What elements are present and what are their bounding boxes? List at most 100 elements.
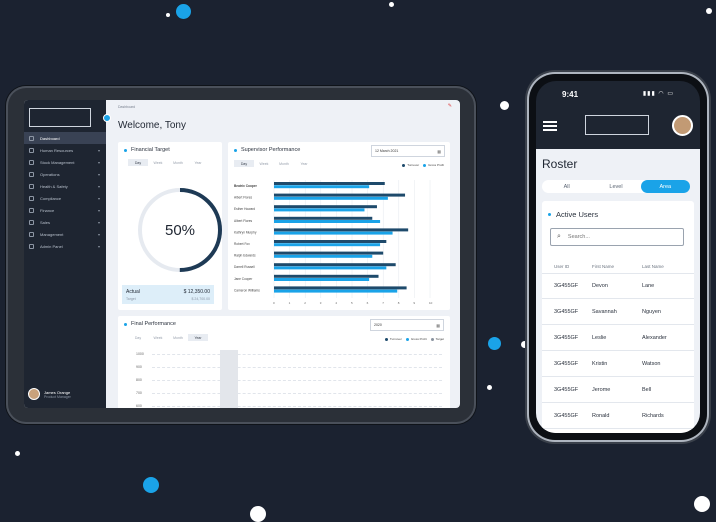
sidebar-item[interactable]: Stock Management ▾ xyxy=(24,156,106,168)
category-label: Esther Howard xyxy=(234,207,255,211)
x-tick-label: 7 xyxy=(382,301,384,305)
bar-turnover[interactable] xyxy=(274,205,377,209)
sidebar-item-label: Dashboard xyxy=(40,135,60,141)
grid-line xyxy=(152,406,442,407)
roster-tab[interactable]: Level xyxy=(609,183,623,190)
roster-tab[interactable]: Area xyxy=(640,180,690,193)
table-row[interactable]: 3G455GF Jerome Bell xyxy=(542,377,694,403)
x-tick-label: 1 xyxy=(289,301,291,305)
sidebar-toggle-handle[interactable] xyxy=(103,114,111,122)
column-header[interactable]: First Name xyxy=(592,263,615,269)
table-row[interactable]: 3G455GF Kristin Watson xyxy=(542,351,694,377)
bar-turnover[interactable] xyxy=(274,228,409,232)
period-tab[interactable]: Day xyxy=(128,159,148,166)
bar-gross-profit[interactable] xyxy=(274,254,373,258)
sidebar-item[interactable]: Sales ▾ xyxy=(24,216,106,228)
sidebar: Dashboard Human Resources ▾ Stock Managemen… xyxy=(24,100,106,408)
tag-icon xyxy=(29,219,34,225)
y-tick-label: 700 xyxy=(136,391,142,395)
bar-turnover[interactable] xyxy=(274,251,384,255)
signal-wifi-battery-icon: ▮▮▮ ◠ ▭ xyxy=(642,91,674,97)
bar-gross-profit[interactable] xyxy=(274,289,398,293)
x-tick-label: 6 xyxy=(367,301,369,305)
table-cell: Bell xyxy=(642,386,652,393)
bar-turnover[interactable] xyxy=(274,193,406,197)
pin-icon[interactable]: ✎ xyxy=(447,103,452,109)
column-header[interactable]: Last Name xyxy=(642,263,664,269)
period-tab[interactable]: Year xyxy=(194,160,202,165)
sidebar-item[interactable]: Admin Panel ▾ xyxy=(24,240,106,252)
sidebar-item[interactable]: Operations ▾ xyxy=(24,168,106,180)
grid-line xyxy=(152,380,442,381)
card-title: Active Users xyxy=(548,210,598,219)
bar-gross-profit[interactable] xyxy=(274,243,381,247)
sidebar-item[interactable]: Finance ▾ xyxy=(24,204,106,216)
category-label: Albert Flores xyxy=(234,219,252,223)
period-tab[interactable]: Month xyxy=(173,160,183,165)
period-tab[interactable]: Year xyxy=(300,161,308,166)
x-tick-label: 8 xyxy=(398,301,400,305)
sidebar-item-label: Human Resources xyxy=(40,147,74,153)
chevron-down-icon: ▾ xyxy=(97,183,100,189)
bar-turnover[interactable] xyxy=(274,286,407,290)
bar-gross-profit[interactable] xyxy=(274,208,365,212)
bar-turnover[interactable] xyxy=(274,182,385,185)
bar-turnover[interactable] xyxy=(274,240,387,243)
donut-svg xyxy=(138,188,222,272)
user-role: Product Manager xyxy=(44,394,71,399)
period-tab[interactable]: Week xyxy=(259,161,269,166)
period-tab[interactable]: Day xyxy=(134,335,142,340)
period-tab[interactable]: Month xyxy=(279,161,289,166)
period-tab[interactable]: Month xyxy=(173,335,183,340)
decor-dot xyxy=(487,385,492,390)
sidebar-user[interactable]: James Orange Product Manager xyxy=(28,388,71,400)
decor-dot xyxy=(15,451,20,456)
search-field[interactable]: ⌕ xyxy=(550,228,684,246)
sidebar-item[interactable]: Human Resources ▾ xyxy=(24,144,106,156)
search-input[interactable] xyxy=(565,233,670,241)
breadcrumb: Dashboard xyxy=(118,105,136,109)
avatar[interactable] xyxy=(672,115,693,136)
sidebar-item[interactable]: Compliance ▾ xyxy=(24,192,106,204)
sidebar-item-label: Sales xyxy=(40,219,51,225)
period-tab[interactable]: Day xyxy=(234,160,254,167)
table-cell: 3G455GF xyxy=(554,360,579,367)
bar-turnover[interactable] xyxy=(274,274,379,278)
gear-icon xyxy=(29,243,34,249)
main-content: Dashboard ✎ Welcome, Tony Financial Targ… xyxy=(103,100,460,408)
table-cell: 3G455GF xyxy=(554,386,579,393)
table-row[interactable]: 3G455GF Leslie Alexander xyxy=(542,325,694,351)
year-picker[interactable]: 2020 ▦ xyxy=(370,319,444,331)
bar-gross-profit[interactable] xyxy=(274,185,370,189)
bar-gross-profit[interactable] xyxy=(274,266,387,270)
percent-label: 50% xyxy=(164,221,196,239)
avatar xyxy=(28,388,40,400)
phone-device: 9:41 ▮▮▮ ◠ ▭ Roster All Level Area Active … xyxy=(529,74,707,440)
bar-gross-profit[interactable] xyxy=(274,278,370,281)
bar-gross-profit[interactable] xyxy=(274,220,381,223)
period-tab[interactable]: Year xyxy=(188,334,208,341)
chevron-down-icon: ▾ xyxy=(97,207,100,213)
sidebar-item[interactable]: Management ▾ xyxy=(24,228,106,240)
bar-turnover[interactable] xyxy=(274,216,373,220)
column-header[interactable]: User ID xyxy=(554,263,570,269)
sidebar-item-label: Finance xyxy=(40,207,55,213)
date-picker[interactable]: 12 March 2021 ▦ xyxy=(371,145,445,157)
status-time: 9:41 xyxy=(562,90,579,99)
bar-gross-profit[interactable] xyxy=(274,196,388,200)
legend-label: Turnover xyxy=(389,337,402,341)
sidebar-item[interactable]: Dashboard xyxy=(24,132,106,144)
bar-turnover[interactable] xyxy=(274,263,396,267)
table-row[interactable]: 3G455GF Savannah Nguyen xyxy=(542,299,694,325)
supervisor-performance-card: Supervisor Performance 12 March 2021 ▦ Da… xyxy=(228,142,450,310)
card-title: Final Performance xyxy=(124,321,176,327)
roster-tab[interactable]: All xyxy=(563,183,570,190)
bar-gross-profit[interactable] xyxy=(274,231,393,235)
sidebar-item[interactable]: Health & Safety ▾ xyxy=(24,180,106,192)
period-tab[interactable]: Week xyxy=(153,335,163,340)
hamburger-menu-icon[interactable] xyxy=(543,121,557,133)
table-row[interactable]: 3G455GF Devon Lane xyxy=(542,273,694,299)
box-icon xyxy=(29,159,34,165)
period-tab[interactable]: Week xyxy=(153,160,163,165)
table-row[interactable]: 3G455GF Ronald Richards xyxy=(542,403,694,429)
